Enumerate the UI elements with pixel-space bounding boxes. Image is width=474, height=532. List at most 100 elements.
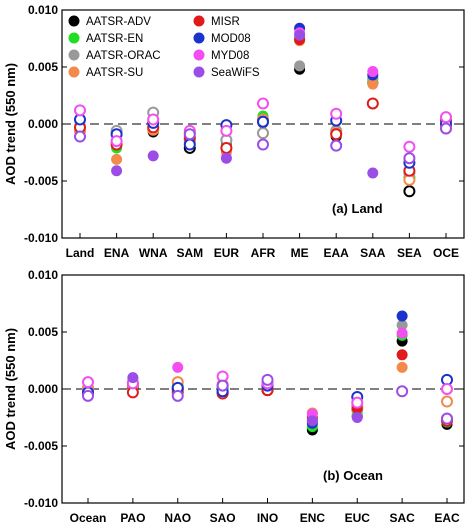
category-label: SAO bbox=[210, 511, 236, 525]
legend-entry-label: MYD08 bbox=[211, 50, 249, 62]
data-point bbox=[74, 130, 86, 143]
data-point bbox=[403, 185, 416, 198]
panel-ocean: 0.010 0.005 0.000 -0.005 -0.010 AOD trend (55… bbox=[3, 268, 465, 525]
data-point bbox=[367, 167, 379, 179]
legend-marker bbox=[193, 49, 205, 61]
legend-marker bbox=[68, 66, 80, 78]
y-tick-label: -0.005 bbox=[24, 439, 58, 453]
data-point bbox=[396, 327, 408, 339]
legend-entry-label: AATSR-SU bbox=[86, 67, 143, 79]
data-point bbox=[330, 139, 343, 152]
y-tick-label: -0.005 bbox=[24, 174, 58, 188]
data-point bbox=[127, 372, 139, 384]
legend-marker bbox=[68, 32, 80, 44]
panel-label: (a) Land bbox=[332, 201, 383, 216]
data-point bbox=[396, 361, 408, 373]
data-point bbox=[306, 415, 318, 427]
y-tick-label: 0.005 bbox=[28, 60, 58, 74]
category-label: Ocean bbox=[70, 511, 107, 525]
data-point bbox=[440, 122, 452, 135]
data-point bbox=[367, 66, 379, 78]
data-point bbox=[257, 97, 269, 110]
data-point bbox=[441, 395, 453, 408]
y-tick-label: -0.010 bbox=[24, 231, 58, 245]
category-label: SAA bbox=[360, 246, 386, 260]
category-label: NAO bbox=[164, 511, 191, 525]
data-point bbox=[216, 379, 229, 392]
legend: AATSR-ADV AATSR-EN AATSR-ORAC AATSR-SU MISR M… bbox=[68, 15, 260, 79]
y-axis-label: AOD trend (550 nm) bbox=[3, 63, 18, 185]
legend-entry-label: MISR bbox=[211, 16, 240, 28]
data-point bbox=[351, 412, 363, 423]
data-point bbox=[220, 124, 233, 137]
data-point bbox=[220, 152, 232, 164]
y-tick-label: -0.010 bbox=[24, 496, 58, 510]
category-label: Land bbox=[66, 246, 95, 260]
category-label: EAC bbox=[434, 511, 460, 525]
legend-marker bbox=[193, 15, 205, 27]
data-point bbox=[183, 128, 196, 141]
category-label: SAM bbox=[176, 246, 203, 260]
legend-marker bbox=[193, 32, 205, 44]
category-label: SAC bbox=[389, 511, 415, 525]
legend-entry-label: AATSR-EN bbox=[86, 33, 143, 45]
legend-entry-label: SeaWiFS bbox=[211, 67, 260, 79]
data-point bbox=[147, 113, 160, 126]
category-label: AFR bbox=[251, 246, 276, 260]
data-point bbox=[294, 29, 306, 41]
data-point bbox=[257, 138, 269, 151]
y-tick-label: 0.000 bbox=[28, 382, 58, 396]
y-tick-label: 0.010 bbox=[28, 268, 58, 282]
legend-entry-label: AATSR-ADV bbox=[86, 16, 151, 28]
category-label: ENC bbox=[300, 511, 326, 525]
y-tick-label: 0.005 bbox=[28, 325, 58, 339]
data-point bbox=[294, 60, 306, 72]
category-label: INO bbox=[257, 511, 278, 525]
data-point bbox=[183, 138, 196, 151]
data-point bbox=[257, 115, 269, 128]
data-point bbox=[111, 153, 123, 165]
data-point bbox=[403, 140, 416, 153]
data-point bbox=[74, 104, 86, 117]
data-point bbox=[111, 165, 123, 177]
legend-marker bbox=[68, 49, 80, 61]
data-point bbox=[441, 383, 453, 395]
data-point bbox=[147, 150, 159, 162]
category-label: OCE bbox=[433, 246, 459, 260]
category-label: SEA bbox=[397, 246, 422, 260]
category-label: EAA bbox=[324, 246, 350, 260]
category-label: EUR bbox=[214, 246, 240, 260]
data-point bbox=[82, 376, 94, 389]
category-label: ENA bbox=[104, 246, 130, 260]
category-label: ME bbox=[291, 246, 309, 260]
data-point bbox=[330, 128, 343, 141]
data-point bbox=[261, 373, 274, 386]
data-point bbox=[257, 127, 269, 140]
category-label: WNA bbox=[139, 246, 168, 260]
data-point bbox=[110, 135, 123, 148]
data-point bbox=[330, 107, 343, 120]
data-point bbox=[366, 97, 379, 110]
data-point bbox=[367, 78, 379, 90]
legend-marker bbox=[193, 66, 205, 78]
data-point bbox=[396, 349, 408, 361]
category-label: EUC bbox=[345, 511, 371, 525]
panel-land: 0.010 0.005 0.000 -0.005 -0.010 AOD trend (55… bbox=[3, 3, 465, 260]
legend-marker bbox=[68, 15, 80, 27]
legend-entry-label: MOD08 bbox=[211, 33, 251, 45]
data-point bbox=[82, 389, 94, 402]
data-point bbox=[441, 412, 453, 425]
category-label: PAO bbox=[120, 511, 145, 525]
data-point bbox=[171, 389, 184, 402]
data-point bbox=[220, 141, 233, 154]
y-tick-label: 0.010 bbox=[28, 3, 58, 17]
panel-label: (b) Ocean bbox=[323, 468, 383, 483]
data-point bbox=[396, 385, 409, 398]
data-point bbox=[172, 361, 184, 373]
legend-entry-label: AATSR-ORAC bbox=[86, 50, 161, 62]
data-point bbox=[403, 152, 416, 165]
data-point bbox=[396, 310, 408, 322]
data-point bbox=[351, 396, 364, 409]
data-point bbox=[440, 111, 452, 124]
